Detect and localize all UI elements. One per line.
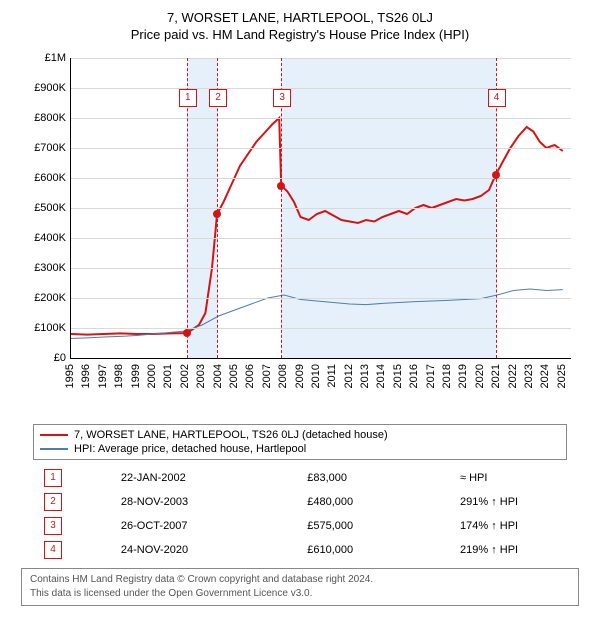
x-axis-label: 2022: [507, 364, 519, 388]
event-marker-box: 4: [488, 89, 506, 107]
x-axis-label: 1996: [80, 364, 92, 388]
x-axis-label: 2020: [474, 364, 486, 388]
x-axis-label: 2003: [195, 364, 207, 388]
event-date: 24-NOV-2020: [117, 538, 235, 562]
legend-swatch: [40, 434, 68, 436]
event-price: £575,000: [303, 514, 388, 538]
event-price: £610,000: [303, 538, 388, 562]
x-axis-label: 1999: [130, 364, 142, 388]
x-axis-label: 2009: [294, 364, 306, 388]
x-axis-label: 2025: [556, 364, 568, 388]
x-axis-label: 2010: [310, 364, 322, 388]
x-axis-label: 2006: [244, 364, 256, 388]
series-hpi: [71, 289, 563, 339]
event-price: £83,000: [303, 466, 388, 490]
x-axis-label: 2018: [441, 364, 453, 388]
event-dot: [213, 210, 221, 218]
x-axis-label: 2013: [359, 364, 371, 388]
chart-container: 12 3 4 £0 £100K £200K £300K £400K £500K £600K £70…: [20, 50, 580, 420]
footer-line2: This data is licensed under the Open Gov…: [30, 587, 570, 601]
y-axis-label: £0: [54, 352, 66, 364]
event-number-box: 2: [44, 493, 62, 511]
x-axis-label: 2015: [392, 364, 404, 388]
event-row: 3 26-OCT-2007 £575,000 174% ↑ HPI: [40, 514, 560, 538]
x-axis-label: 2017: [425, 364, 437, 388]
event-dot: [277, 182, 285, 190]
y-axis-label: £100K: [34, 322, 66, 334]
x-axis-label: 2014: [375, 364, 387, 388]
x-axis-label: 2000: [146, 364, 158, 388]
y-axis-label: £600K: [34, 172, 66, 184]
event-row: 4 24-NOV-2020 £610,000 219% ↑ HPI: [40, 538, 560, 562]
chart-title: 7, WORSET LANE, HARTLEPOOL, TS26 0LJ: [8, 10, 592, 25]
y-axis-label: £900K: [34, 82, 66, 94]
events-table: 1 22-JAN-2002 £83,000 ≈ HPI 2 28-NOV-2003 £480…: [40, 466, 560, 562]
event-marker-box: 2: [209, 89, 227, 107]
chart-subtitle: Price paid vs. HM Land Registry's House …: [8, 27, 592, 42]
legend-item: HPI: Average price, detached house, Hart…: [40, 442, 560, 456]
series-price: [71, 118, 563, 335]
event-relative: 174% ↑ HPI: [456, 514, 560, 538]
x-axis-label: 2019: [457, 364, 469, 388]
legend-swatch: [40, 448, 68, 450]
x-axis-label: 2012: [343, 364, 355, 388]
event-dot: [183, 329, 191, 337]
event-number-box: 1: [44, 469, 62, 487]
event-price: £480,000: [303, 490, 388, 514]
footer-note: Contains HM Land Registry data © Crown c…: [21, 568, 579, 606]
legend: 7, WORSET LANE, HARTLEPOOL, TS26 0LJ (de…: [33, 424, 567, 460]
x-axis-label: 2024: [539, 364, 551, 388]
x-axis-label: 2023: [523, 364, 535, 388]
event-row: 2 28-NOV-2003 £480,000 291% ↑ HPI: [40, 490, 560, 514]
x-axis-label: 2005: [228, 364, 240, 388]
event-relative: 291% ↑ HPI: [456, 490, 560, 514]
event-number-box: 3: [44, 517, 62, 535]
x-axis-label: 2021: [490, 364, 502, 388]
x-axis-label: 2007: [261, 364, 273, 388]
x-axis-label: 1995: [64, 364, 76, 388]
x-axis-label: 1997: [97, 364, 109, 388]
y-axis-label: £800K: [34, 112, 66, 124]
x-axis-label: 2011: [326, 364, 338, 388]
event-marker-box: 3: [273, 89, 291, 107]
x-axis-label: 2016: [408, 364, 420, 388]
x-axis-label: 2004: [212, 364, 224, 388]
event-relative: 219% ↑ HPI: [456, 538, 560, 562]
event-marker-box: 1: [179, 89, 197, 107]
event-dot: [492, 171, 500, 179]
y-axis-label: £1M: [45, 52, 66, 64]
x-axis-label: 2002: [179, 364, 191, 388]
footer-line1: Contains HM Land Registry data © Crown c…: [30, 573, 570, 587]
legend-label: 7, WORSET LANE, HARTLEPOOL, TS26 0LJ (de…: [74, 429, 388, 441]
event-date: 26-OCT-2007: [117, 514, 235, 538]
x-axis-label: 1998: [113, 364, 125, 388]
event-number-box: 4: [44, 541, 62, 559]
y-axis-label: £400K: [34, 232, 66, 244]
event-date: 28-NOV-2003: [117, 490, 235, 514]
legend-label: HPI: Average price, detached house, Hart…: [74, 443, 306, 455]
event-relative: ≈ HPI: [456, 466, 560, 490]
y-axis-label: £200K: [34, 292, 66, 304]
y-axis-label: £300K: [34, 262, 66, 274]
y-axis-label: £500K: [34, 202, 66, 214]
plot-area: 12 3 4: [70, 58, 571, 359]
legend-item: 7, WORSET LANE, HARTLEPOOL, TS26 0LJ (de…: [40, 428, 560, 442]
y-axis-label: £700K: [34, 142, 66, 154]
event-row: 1 22-JAN-2002 £83,000 ≈ HPI: [40, 466, 560, 490]
x-axis-label: 2001: [162, 364, 174, 388]
x-axis-label: 2008: [277, 364, 289, 388]
event-date: 22-JAN-2002: [117, 466, 235, 490]
